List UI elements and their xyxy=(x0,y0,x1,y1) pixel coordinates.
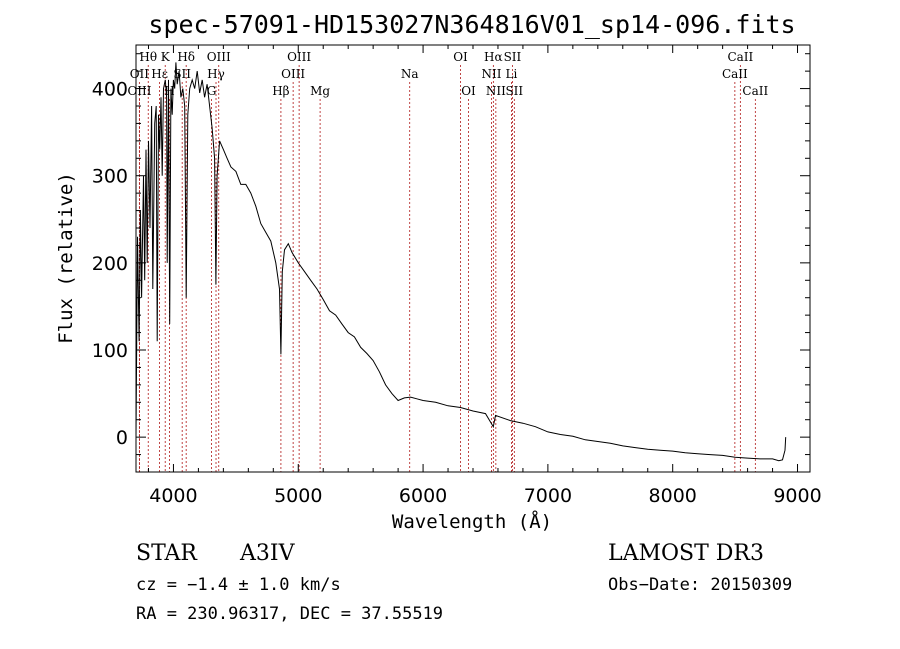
spectral-line-label: OIII xyxy=(127,84,151,98)
spectral-line-label: Hα xyxy=(484,50,503,64)
spectral-line-label: OIII xyxy=(287,50,311,64)
spectral-line-label: OI xyxy=(461,84,476,98)
spectral-line-label: NII xyxy=(481,67,501,81)
object-subclass: A3IV xyxy=(239,541,296,566)
spectral-line-label: Na xyxy=(401,67,419,81)
x-axis-label: Wavelength (Å) xyxy=(392,510,552,533)
spectral-line-label: Hδ xyxy=(177,50,195,64)
spectrum-series xyxy=(135,62,787,462)
spectral-line-label: CaII xyxy=(727,50,753,64)
spectral-line-label: SII xyxy=(505,84,523,98)
survey-name: LAMOST DR3 xyxy=(608,541,764,566)
redshift-cz: cz = −1.4 ± 1.0 km/s xyxy=(136,575,341,595)
spectral-line-label: CaII xyxy=(742,84,768,98)
y-axis: 0 100 200 300 400 xyxy=(92,53,810,456)
spectral-lines: Hθ OII OIII K Hε H Hδ SII OIII Hγ G Hβ OIII OIII Mg Na O… xyxy=(127,50,768,472)
x-tick-label: 5000 xyxy=(274,485,322,507)
spectral-line-label: Hγ xyxy=(207,67,225,81)
spectral-line-label: G xyxy=(207,84,217,98)
spectral-line-label: Mg xyxy=(310,84,330,98)
spectral-line-label: K xyxy=(161,50,171,64)
x-tick-label: 6000 xyxy=(399,485,447,507)
spectral-line-label: CaII xyxy=(722,67,748,81)
spectral-line-label: NII xyxy=(486,84,506,98)
y-axis-label: Flux (relative) xyxy=(55,172,77,344)
spectral-line-label: OII xyxy=(130,67,150,81)
y-tick-label: 0 xyxy=(116,427,128,449)
x-tick-label: 9000 xyxy=(773,485,821,507)
plot-frame xyxy=(135,44,811,473)
x-tick-label: 8000 xyxy=(649,485,697,507)
chart-title: spec-57091-HD153027N364816V01_sp14-096.f… xyxy=(148,10,795,39)
x-tick-label: 4000 xyxy=(149,485,197,507)
spectral-line-label: OIII xyxy=(207,50,231,64)
spectral-line-label: Hε xyxy=(151,67,168,81)
spectral-line-label: H xyxy=(164,84,174,98)
spectral-line-label: Hβ xyxy=(272,84,289,98)
flux-series-line xyxy=(135,62,787,462)
spectral-line-label: Li xyxy=(506,67,518,81)
y-tick-label: 100 xyxy=(92,340,128,362)
spectral-line-label: OI xyxy=(453,50,468,64)
spectral-line-label: SII xyxy=(504,50,522,64)
y-tick-label: 200 xyxy=(92,253,128,275)
spectral-line-label: Hθ xyxy=(139,50,157,64)
coordinates: RA = 230.96317, DEC = 37.55519 xyxy=(136,604,443,624)
observation-date: Obs−Date: 20150309 xyxy=(608,575,792,595)
y-tick-label: 300 xyxy=(92,166,128,188)
object-class: STAR xyxy=(136,541,198,566)
y-tick-label: 400 xyxy=(92,79,128,101)
x-axis: 4000 5000 6000 7000 8000 9000 xyxy=(147,45,822,507)
x-tick-label: 7000 xyxy=(524,485,572,507)
spectral-line-label: OIII xyxy=(281,67,305,81)
